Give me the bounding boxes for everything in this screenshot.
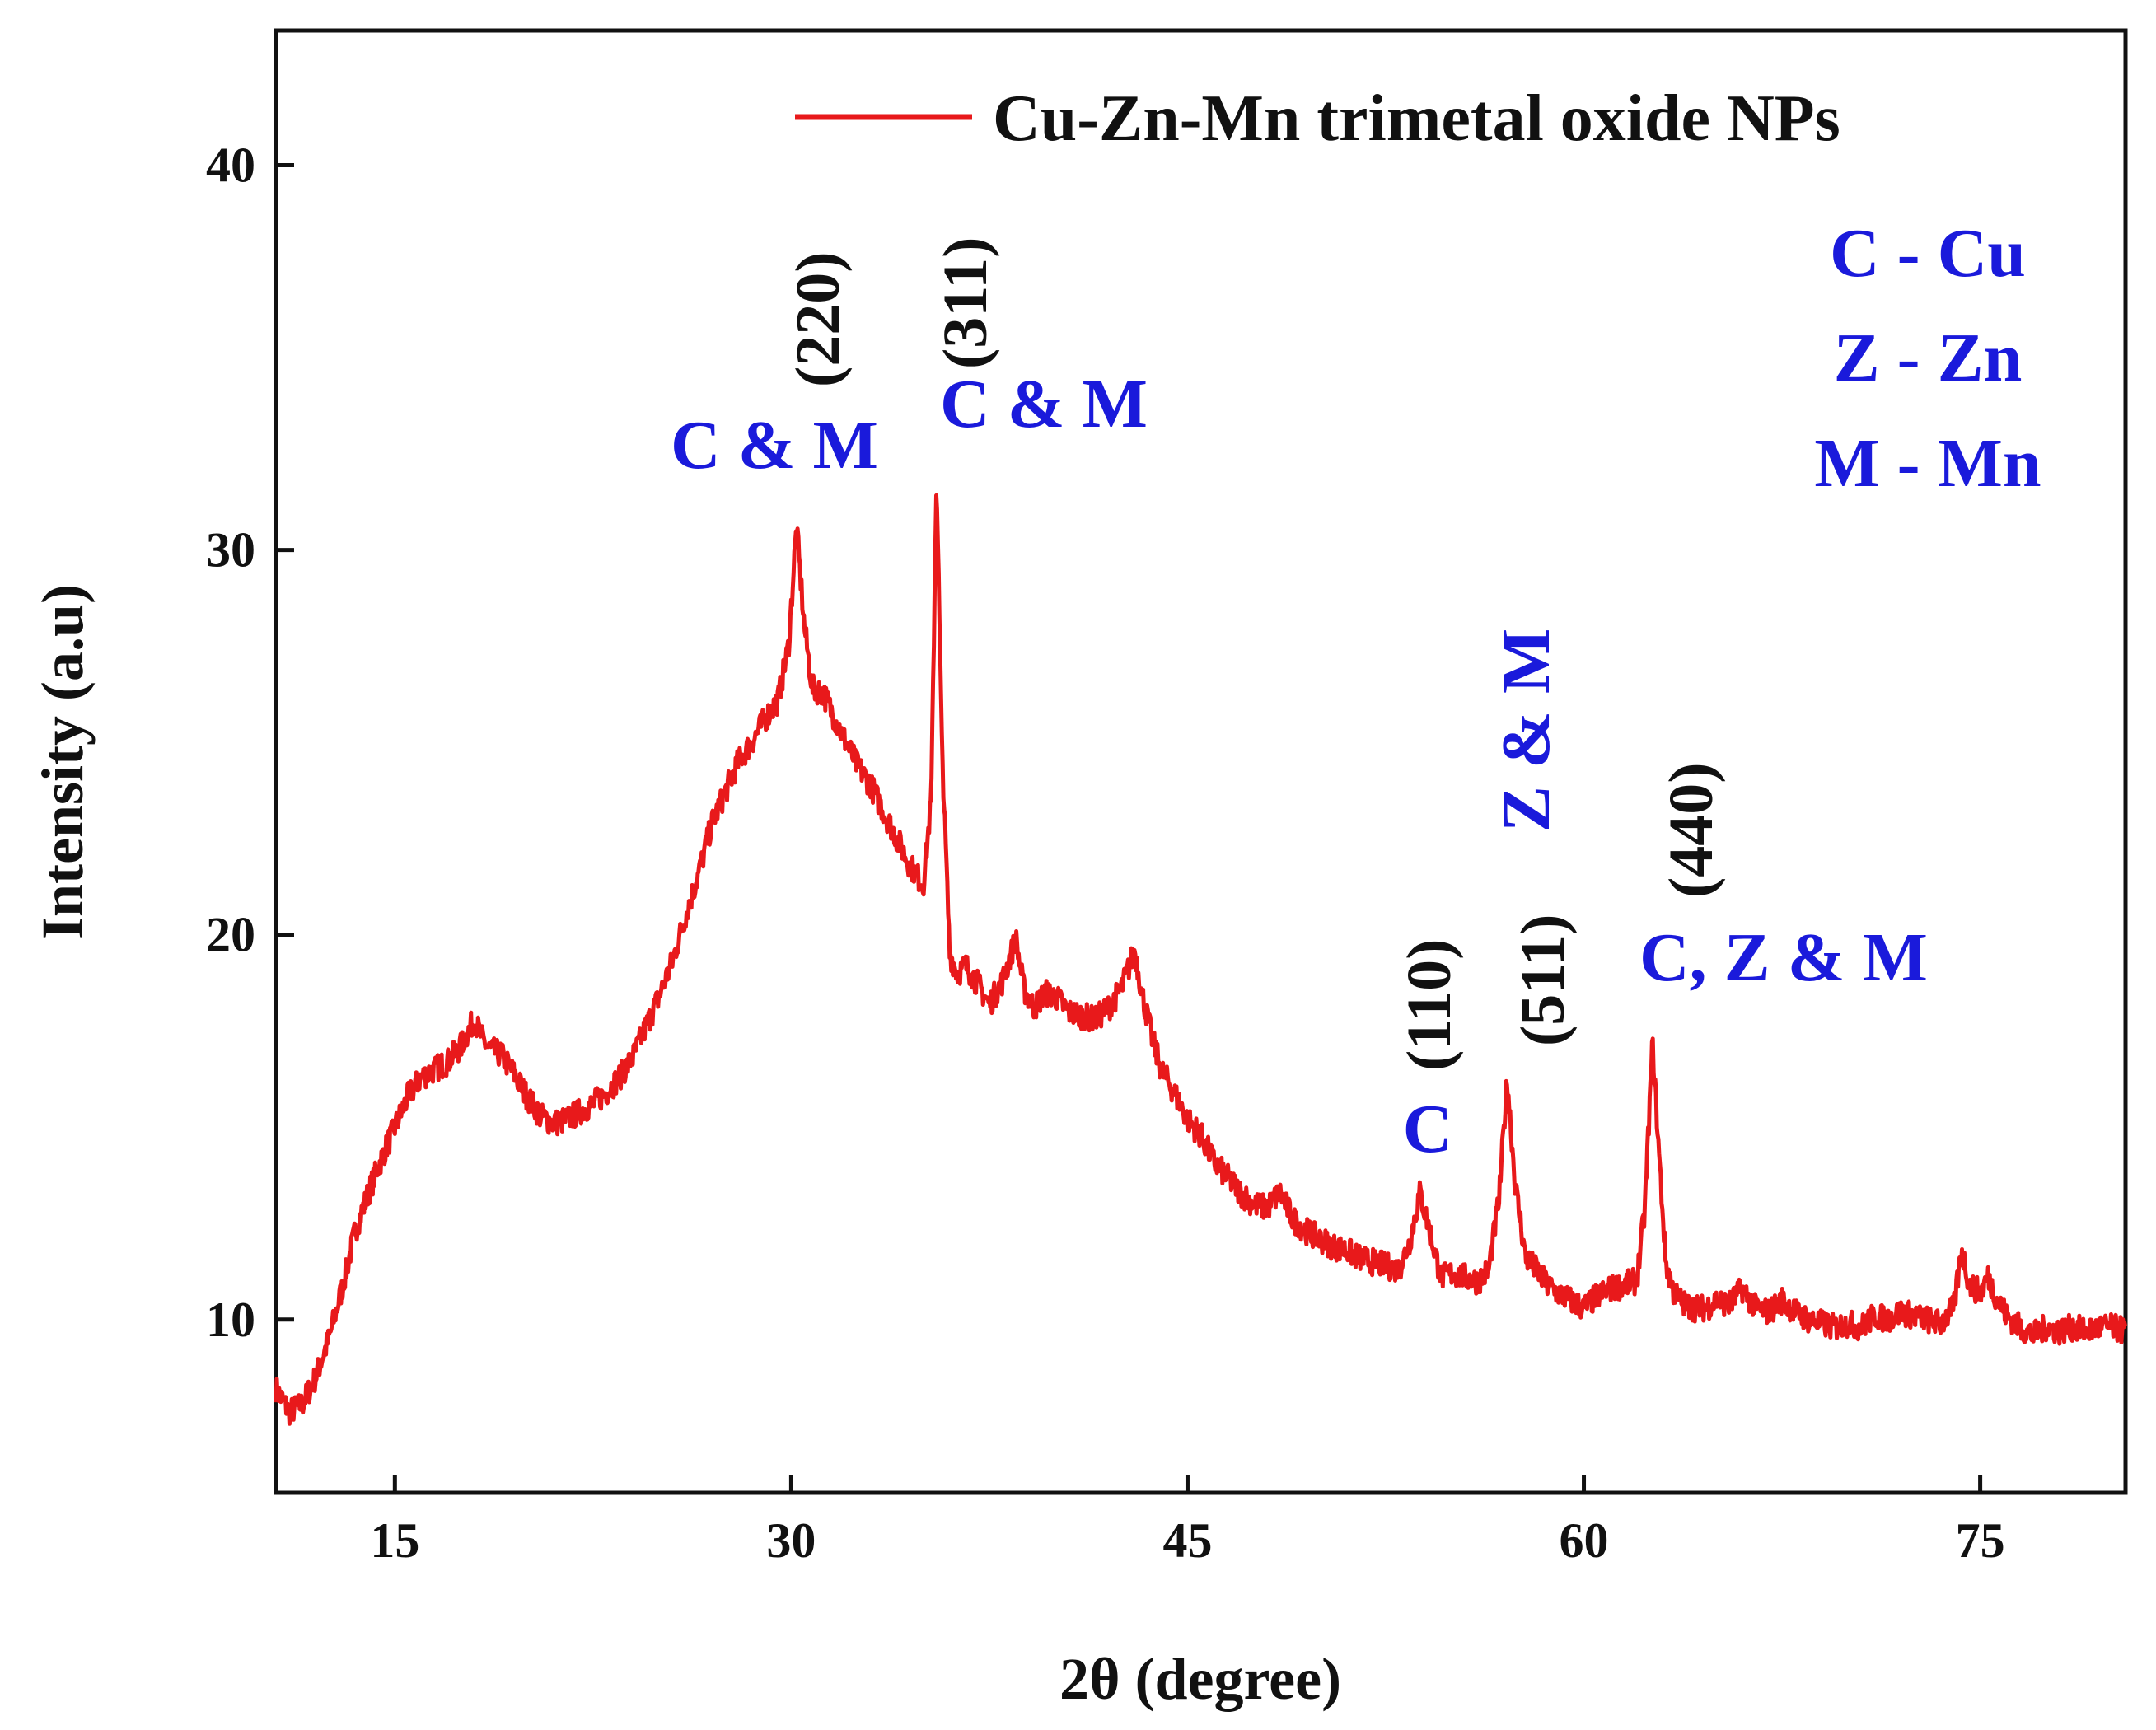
y-axis: 10 20 30 40 — [206, 138, 294, 1347]
peak-hkl-511: (511) — [1508, 914, 1578, 1046]
x-tick-label: 15 — [370, 1513, 419, 1568]
peak-hkl-440: (440) — [1657, 762, 1726, 898]
peak-hkl-311: (311) — [931, 237, 1000, 369]
y-tick-label: 30 — [206, 523, 255, 577]
peak-hkl-110: (110) — [1395, 939, 1464, 1071]
x-axis: 15 30 45 60 75 — [370, 1475, 2005, 1568]
element-key-mn: M - Mn — [1814, 425, 2041, 502]
x-tick-label: 30 — [766, 1513, 816, 1568]
peak-phase-110: C — [1403, 1091, 1453, 1167]
plot-frame — [274, 28, 2128, 1495]
peak-hkl-220: (220) — [783, 251, 853, 387]
element-key-cu: C - Cu — [1830, 215, 2026, 292]
element-key-zn: Z - Zn — [1834, 320, 2023, 396]
x-tick-label: 60 — [1560, 1513, 1609, 1568]
y-tick-label: 10 — [206, 1293, 255, 1347]
x-tick-label: 45 — [1162, 1513, 1212, 1568]
peak-phase-220: C & M — [671, 407, 878, 484]
y-tick-label: 40 — [206, 138, 255, 192]
series-line-cu-zn-mn — [274, 493, 2128, 1426]
peak-phase-511: Z & M — [1488, 629, 1564, 832]
peak-phase-311: C & M — [940, 366, 1148, 442]
peak-phase-440: C, Z & M — [1639, 919, 1928, 996]
x-tick-label: 75 — [1956, 1513, 2005, 1568]
y-axis-title: Intensity (a.u) — [30, 584, 96, 940]
x-axis-title: 2θ (degree) — [1059, 1646, 1341, 1712]
legend-label: Cu-Zn-Mn trimetal oxide NPs — [993, 82, 1840, 155]
y-tick-label: 20 — [206, 908, 255, 962]
